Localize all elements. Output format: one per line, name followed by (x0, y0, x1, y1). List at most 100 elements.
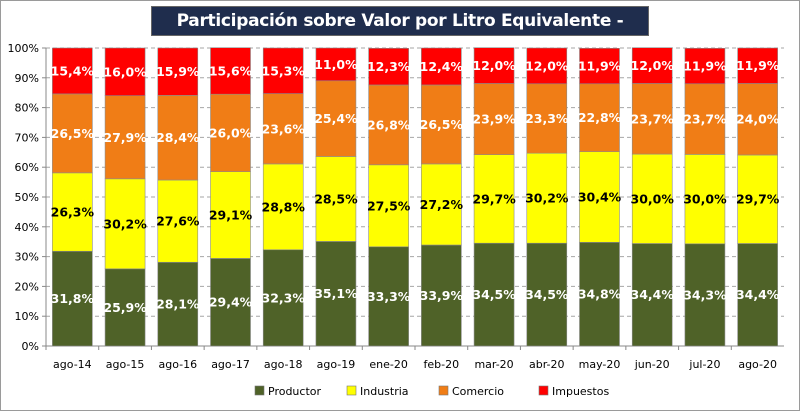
bar-segment-impuestos (262, 47, 304, 94)
data-label: 33,9% (420, 288, 464, 303)
data-label: 26,3% (51, 205, 95, 220)
bar-segment-impuestos (631, 47, 673, 84)
data-label: 35,1% (314, 286, 358, 301)
data-label: 27,9% (103, 130, 147, 145)
data-label: 11,0% (314, 57, 358, 72)
data-label: 12,0% (472, 58, 516, 73)
legend-swatch-industria (346, 385, 357, 396)
data-label: 11,9% (683, 59, 727, 74)
x-tick-label: feb-20 (424, 358, 460, 371)
data-label: 23,9% (472, 112, 516, 127)
data-label: 34,4% (631, 287, 675, 302)
bar-segment-impuestos (157, 47, 199, 96)
bar-segment-comercio (579, 83, 620, 153)
bar-segment-productor (684, 243, 726, 347)
bar-segment-impuestos (684, 47, 726, 85)
data-label: 26,5% (420, 117, 464, 132)
data-label: 23,3% (525, 111, 569, 126)
bar-segment-comercio (157, 95, 199, 181)
bar-segment-industria (631, 153, 673, 244)
data-label: 32,3% (262, 290, 306, 305)
bar-segment-industria (262, 163, 304, 251)
bar-segment-comercio (368, 84, 409, 166)
bar-segment-industria (368, 164, 409, 248)
bar-segment-comercio (52, 93, 93, 174)
data-label: 12,3% (367, 59, 411, 74)
data-label: 28,8% (262, 199, 306, 214)
data-label: 34,5% (472, 287, 516, 302)
x-tick-label: ago-17 (211, 358, 250, 371)
y-tick-label: 70% (15, 131, 39, 144)
bar-segment-productor (473, 242, 515, 347)
x-tick-label: abr-20 (529, 358, 565, 371)
y-tick-label: 90% (15, 72, 39, 85)
bar-segment-impuestos (210, 47, 251, 95)
bar-segment-productor (579, 241, 620, 347)
x-tick-label: ene-20 (369, 358, 407, 371)
data-label: 29,7% (472, 191, 516, 206)
data-label: 27,6% (156, 214, 200, 229)
data-label: 12,0% (631, 58, 675, 73)
data-label: 30,0% (683, 192, 727, 207)
legend-label: Impuestos (552, 385, 609, 398)
data-label: 15,4% (51, 63, 95, 78)
legend-swatch-comercio (438, 385, 449, 396)
data-label: 15,9% (156, 64, 200, 79)
data-label: 12,0% (525, 58, 569, 73)
bar-segment-comercio (526, 83, 568, 154)
bar-segment-comercio (631, 83, 673, 155)
y-tick-label: 50% (15, 191, 39, 204)
bar-segment-impuestos (526, 47, 568, 85)
bar-segment-productor (737, 243, 778, 347)
data-label: 29,7% (736, 192, 780, 207)
legend-swatch-productor (254, 385, 265, 396)
y-tick-label: 20% (15, 280, 39, 293)
y-tick-label: 40% (15, 221, 39, 234)
data-label: 11,9% (578, 59, 622, 74)
y-tick-label: 60% (15, 161, 39, 174)
bar-segment-impuestos (579, 47, 620, 85)
data-label: 12,4% (420, 59, 464, 74)
bar-segment-productor (315, 241, 357, 347)
bar-segment-impuestos (368, 47, 409, 86)
legend-swatch-impuestos (538, 385, 549, 396)
data-label: 28,1% (156, 297, 200, 312)
data-label: 26,8% (367, 117, 411, 132)
x-tick-label: jul-20 (688, 358, 720, 371)
bar-segment-impuestos (473, 47, 515, 84)
bar-segment-comercio (262, 93, 304, 165)
y-tick-label: 0% (22, 340, 39, 353)
legend-label: Industria (360, 385, 409, 398)
bar-segment-comercio (737, 83, 778, 156)
x-tick-label: mar-20 (474, 358, 513, 371)
legend-label: Comercio (452, 385, 504, 398)
data-label: 30,2% (525, 191, 569, 206)
y-tick-label: 80% (15, 102, 39, 115)
bar-segment-industria (157, 179, 199, 263)
data-label: 29,1% (209, 208, 253, 223)
data-label: 25,4% (314, 111, 358, 126)
bar-segment-impuestos (737, 47, 778, 84)
x-tick-label: ago-18 (264, 358, 303, 371)
data-label: 23,6% (262, 121, 306, 136)
bar-segment-productor (210, 258, 251, 347)
x-tick-label: ago-16 (158, 358, 197, 371)
bar-segment-productor (157, 261, 199, 347)
data-label: 33,3% (367, 289, 411, 304)
data-label: 34,3% (683, 287, 727, 302)
bar-segment-industria (473, 154, 515, 244)
data-label: 27,5% (367, 198, 411, 213)
bar-segment-productor (631, 243, 673, 347)
bar-segment-productor (421, 244, 462, 347)
data-label: 15,6% (209, 63, 253, 78)
bar-segment-comercio (104, 95, 146, 180)
data-label: 23,7% (631, 111, 675, 126)
data-label: 28,4% (156, 130, 200, 145)
y-tick-label: 30% (15, 251, 39, 264)
bar-segment-industria (104, 178, 146, 270)
bar-segment-industria (579, 151, 620, 243)
data-label: 34,4% (736, 287, 780, 302)
bar-segment-impuestos (104, 47, 146, 96)
bar-segment-impuestos (52, 47, 93, 95)
